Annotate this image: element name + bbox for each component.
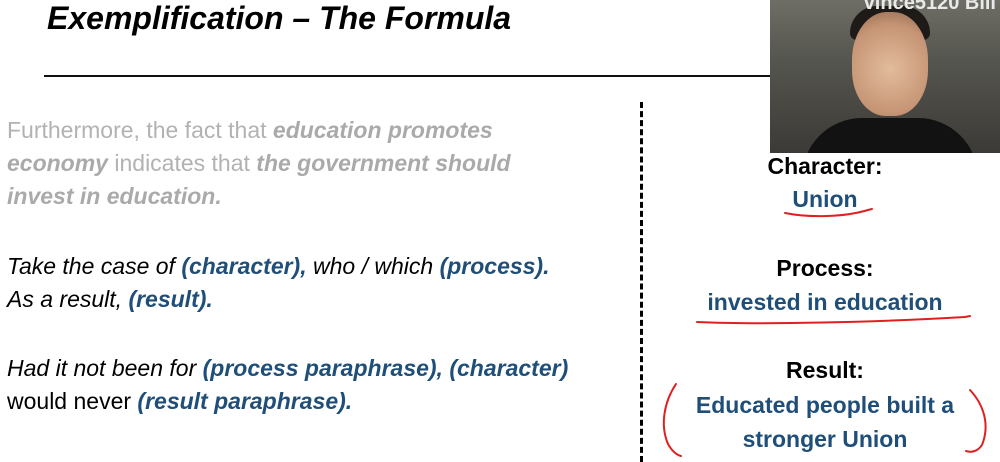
placeholder-result-paraphrase: (result paraphrase).	[137, 388, 353, 414]
formula-line-2: As a result, (result).	[7, 283, 550, 316]
close-bracket-annotation	[965, 389, 987, 453]
placeholder-character: (character),	[181, 253, 307, 279]
watermark: vince5120 Bili	[863, 0, 996, 14]
placeholder-paraphrase: (process paraphrase), (character)	[202, 355, 569, 381]
intro-paragraph: Furthermore, the fact that education pro…	[7, 114, 511, 213]
intro-text: Furthermore, the fact that	[7, 117, 273, 143]
character-value: Union	[792, 186, 858, 212]
intro-line-1: Furthermore, the fact that education pro…	[7, 114, 511, 147]
intro-line-3: invest in education.	[7, 180, 511, 213]
intro-emphasis: education promotes	[272, 117, 493, 143]
slide-title: Exemplification – The Formula	[47, 0, 512, 36]
intro-emphasis: economy	[7, 150, 108, 176]
underline-invested	[696, 315, 971, 325]
formula-text: who / which	[306, 253, 440, 279]
process-value: invested in education	[707, 289, 943, 315]
formula-text: As a result,	[7, 286, 129, 312]
title-underline	[44, 75, 774, 77]
character-label: Character:	[767, 153, 883, 179]
formula-paragraph: Take the case of (character), who / whic…	[7, 250, 550, 316]
process-label: Process:	[776, 255, 874, 281]
placeholder-result: (result).	[128, 286, 213, 312]
presenter-webcam: vince5120 Bili	[770, 0, 1000, 153]
formula-line-1: Take the case of (character), who / whic…	[7, 250, 550, 283]
presenter-face	[852, 12, 928, 116]
open-bracket-annotation	[662, 383, 682, 457]
result-value-line-1: Educated people built a	[695, 392, 955, 418]
paraphrase-text: would never	[7, 388, 138, 414]
dashed-divider	[640, 102, 643, 462]
intro-emphasis: invest in education.	[7, 183, 222, 209]
paraphrase-line-2: would never (result paraphrase).	[7, 385, 568, 418]
underline-union	[784, 208, 873, 218]
result-value-line-2: stronger Union	[742, 426, 908, 452]
intro-emphasis: the government should	[256, 150, 511, 176]
intro-text: indicates that	[107, 150, 257, 176]
paraphrase-line-1: Had it not been for (process paraphrase)…	[7, 352, 568, 385]
paraphrase-text: Had it not been for	[7, 355, 203, 381]
placeholder-process: (process).	[439, 253, 550, 279]
intro-line-2: economy indicates that the government sh…	[7, 147, 511, 180]
result-label: Result:	[786, 357, 864, 383]
paraphrase-paragraph: Had it not been for (process paraphrase)…	[7, 352, 568, 418]
formula-text: Take the case of	[7, 253, 182, 279]
